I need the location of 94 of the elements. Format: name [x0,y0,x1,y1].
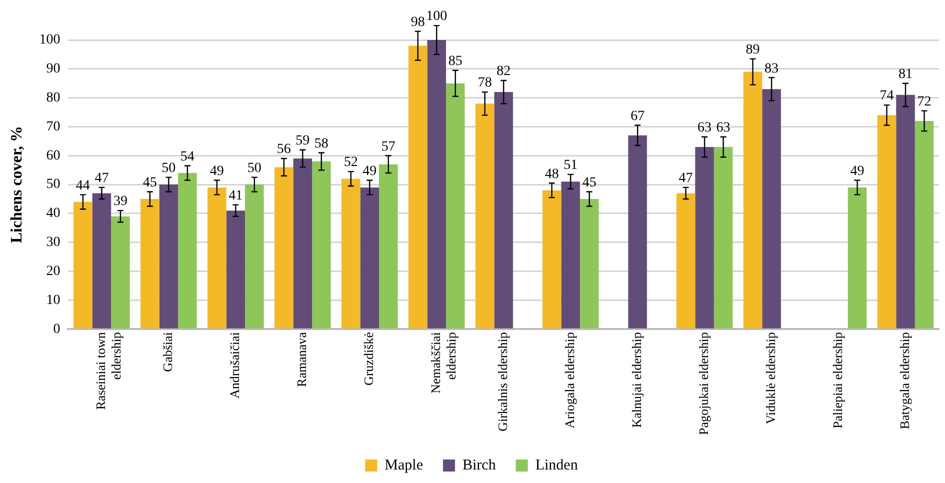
data-label: 49 [210,164,224,179]
data-label: 50 [247,160,262,176]
bar [274,167,294,328]
bar [628,135,647,328]
data-label: 58 [314,136,328,152]
data-label: 45 [582,175,596,190]
bar [580,199,599,328]
data-label: 59 [296,134,310,149]
data-label: 78 [478,76,492,91]
bar [695,146,714,328]
data-label: 44 [76,178,90,194]
legend-label: Maple [384,457,424,474]
data-label: 47 [94,171,109,186]
x-tick-label: Raseiniai town eldership [93,332,124,410]
data-label: 100 [426,9,448,24]
data-label: 50 [162,160,176,176]
bar [877,115,896,328]
y-tick-label: 90 [46,62,60,77]
bar [140,199,160,328]
bar [74,202,92,328]
bar [914,120,934,328]
bar [92,193,112,328]
bar [312,161,331,328]
x-tick-label: Andrušaičiai [227,332,242,399]
x-tick-label: Pagojukai eldership [696,332,711,436]
data-label: 49 [850,164,864,179]
y-tick-label: 50 [46,177,60,192]
bar [561,182,580,328]
y-tick-label: 100 [39,32,60,48]
bar [475,104,494,328]
data-label: 49 [362,164,377,179]
data-label: 41 [228,188,243,204]
bar [208,187,226,328]
bar [896,94,915,328]
data-label: 89 [746,42,760,58]
x-tick-label: Paliepiai eldership [830,332,845,428]
data-label: 83 [764,61,779,76]
bar [743,72,762,328]
data-label: 52 [344,155,358,170]
data-label: 74 [880,88,894,104]
data-label: 45 [142,175,157,190]
data-label: 98 [410,15,425,30]
x-tick-label: Gabšiai [160,332,176,372]
data-label: 85 [448,54,462,70]
x-tick-label: Batygala eldership [896,332,912,430]
bar [676,193,696,328]
x-tick-label: Ramanava [294,332,310,387]
y-tick-label: 80 [46,90,60,106]
y-tick-label: 60 [46,148,60,164]
y-tick-label: 40 [46,206,60,222]
bar [848,187,867,328]
data-label: 63 [716,120,730,136]
bar [408,46,428,328]
bar [111,216,130,328]
data-label: 51 [564,158,578,174]
y-axis-title: Lichens cover, % [8,126,26,244]
bar [226,210,246,328]
bar [446,83,465,328]
bar [762,89,781,328]
data-label: 81 [898,67,913,82]
x-tick-label: Kalnujai eldership [628,332,644,428]
data-label: 72 [917,94,932,110]
y-tick-label: 70 [46,119,60,134]
data-label: 56 [276,142,291,158]
bar [542,190,562,328]
y-tick-label: 30 [46,235,60,250]
data-label: 82 [496,64,511,80]
y-tick-label: 10 [46,292,60,308]
x-tick-label: Viduklė eldership [762,332,778,424]
bar [178,172,197,328]
bar [341,178,360,328]
x-tick-label: Gruzdiškė [361,332,376,386]
data-label: 54 [180,149,194,164]
x-tick-label: Nemakščiai eldership [428,332,459,394]
data-label: 63 [698,120,712,136]
x-tick-label: Ariogala eldership [562,332,578,428]
data-label: 47 [678,171,693,186]
y-tick-label: 0 [53,322,60,337]
data-label: 48 [544,166,559,182]
bar [159,184,178,328]
legend-label: Linden [535,457,578,474]
bar [293,158,312,328]
data-label: 39 [113,194,128,210]
bar [714,146,733,328]
x-tick-label: Girkalnis eldership [495,332,510,432]
bar [427,40,446,328]
bar [379,164,398,328]
y-tick-label: 20 [46,264,60,279]
data-label: 67 [630,108,645,124]
bar [360,187,380,328]
bar [245,184,264,328]
legend-label: Birch [462,457,496,474]
data-label: 57 [381,139,396,154]
bar [494,92,513,328]
